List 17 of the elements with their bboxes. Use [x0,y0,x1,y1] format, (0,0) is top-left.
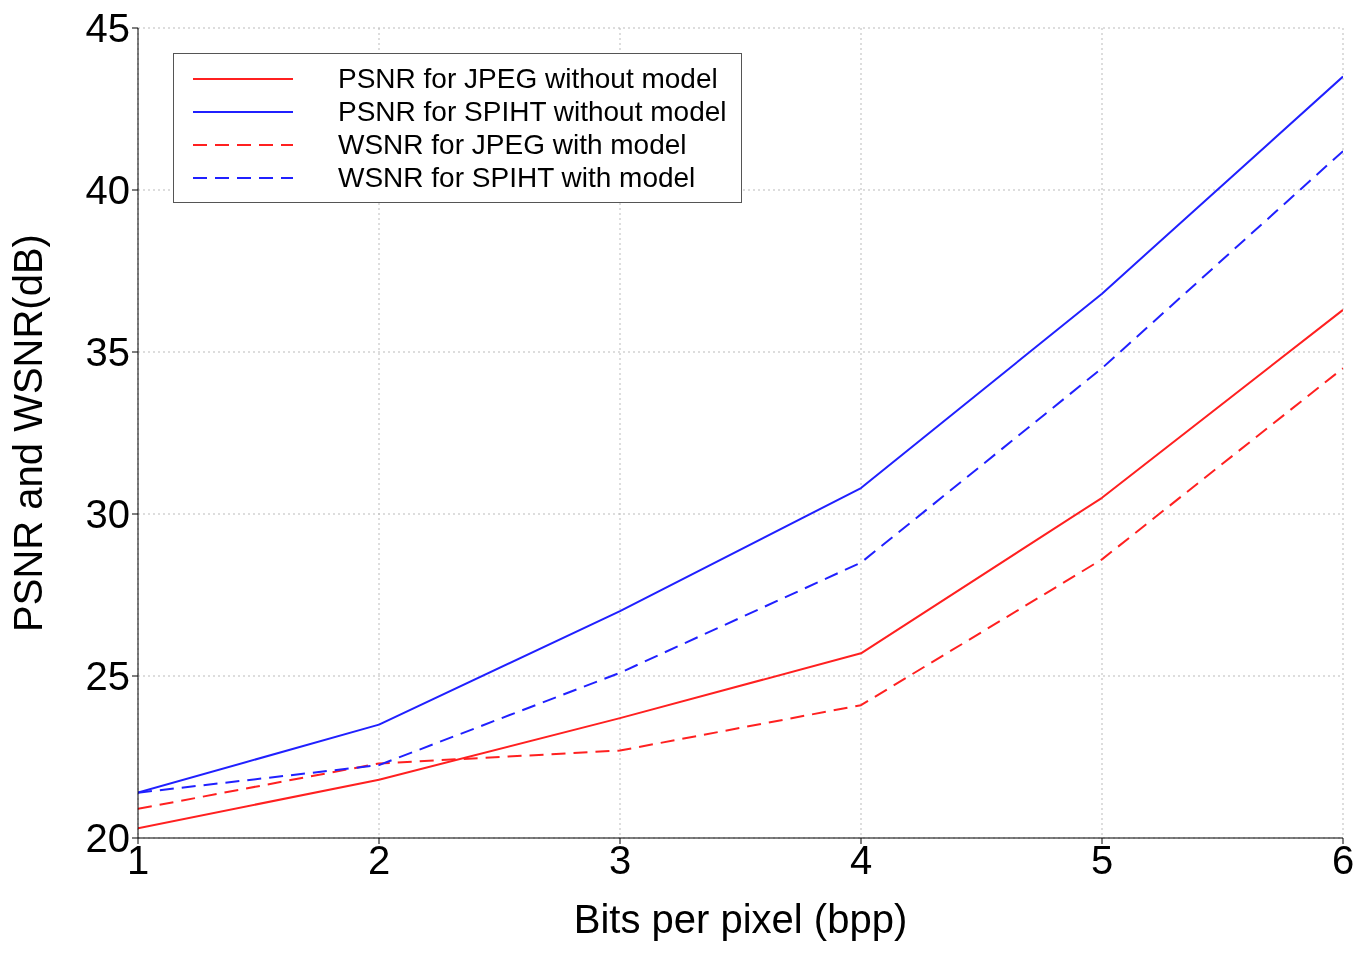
x-tick-label: 3 [608,838,632,883]
y-tick-label: 45 [85,6,130,51]
x-tick-label: 5 [1090,838,1114,883]
legend-label: PSNR for JPEG without model [338,62,718,95]
x-tick-label: 4 [849,838,873,883]
y-tick-label: 40 [85,168,130,213]
x-tick-label: 6 [1331,838,1355,883]
line-series [138,308,1343,830]
y-tick-label: 35 [85,330,130,375]
legend-label: WSNR for SPIHT with model [338,161,696,194]
legend-label: PSNR for SPIHT without model [338,95,727,128]
y-tick-label: 25 [85,654,130,699]
y-tick-label: 30 [85,492,130,537]
x-axis-title: Bits per pixel (bpp) [573,897,908,941]
legend-label: WSNR for JPEG with model [338,128,687,161]
x-tick-label: 2 [367,838,391,883]
y-axis-title: PSNR and WSNR(dB) [6,234,51,632]
